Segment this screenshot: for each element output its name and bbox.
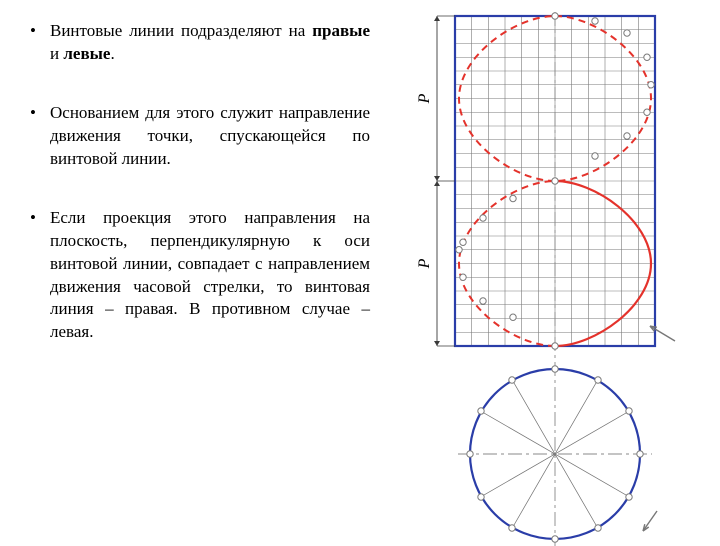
b1-post: . [110,44,114,63]
b1-bold2: левые [63,44,110,63]
helix-diagram: PP [395,6,705,546]
svg-text:P: P [416,258,433,269]
b1-bold1: правые [312,21,370,40]
bullet-3: Если проекция этого направления на плоск… [30,207,370,345]
bullet-2: Основанием для этого служит направление … [30,102,370,171]
b1-mid: и [50,44,63,63]
b1-pre: Винтовые линии подразделяют на [50,21,312,40]
bullet-1: Винтовые линии подразделяют на правые и … [30,20,370,66]
svg-text:P: P [416,93,433,104]
